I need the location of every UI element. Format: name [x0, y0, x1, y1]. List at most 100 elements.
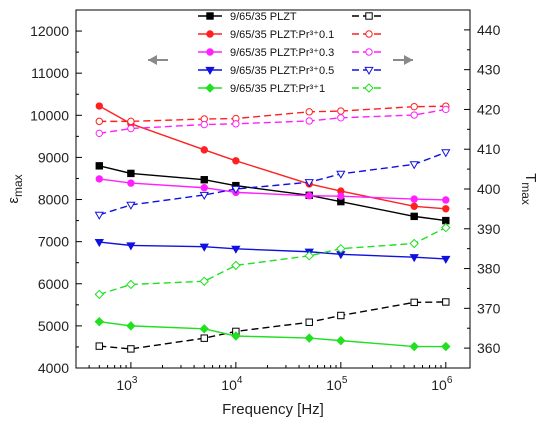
- data-point-tmax: [126, 201, 136, 210]
- data-point-eps: [336, 335, 346, 346]
- legend-marker-open: [365, 48, 373, 56]
- series-1: [95, 102, 450, 213]
- series-line-eps: [99, 165, 446, 222]
- legend-label: 9/65/35 PLZT:Pr³⁺0.3: [230, 47, 334, 59]
- x-tick-exponent: 4: [237, 375, 243, 386]
- data-point-eps: [442, 216, 450, 225]
- data-point-tmax: [337, 311, 345, 320]
- x-tick-base: 10: [116, 377, 132, 393]
- data-point-tmax: [410, 111, 418, 119]
- data-point-tmax: [336, 243, 346, 254]
- y-left-axis-title: εmax: [5, 174, 25, 203]
- legend-marker-open: [365, 30, 373, 38]
- data-point-eps: [199, 324, 209, 334]
- legend-marker-filled: [206, 48, 214, 56]
- arrow-head: [404, 55, 413, 65]
- data-point-tmax: [337, 114, 345, 122]
- data-point-eps: [127, 169, 135, 178]
- data-point-eps: [95, 102, 103, 110]
- series-layer: [94, 102, 451, 353]
- series-4: [94, 222, 451, 352]
- data-point-eps: [410, 212, 418, 221]
- data-point-tmax: [304, 251, 314, 261]
- y-right-tick-label: 370: [477, 300, 501, 316]
- data-point-eps: [126, 242, 136, 251]
- y-left-tick-label: 12000: [30, 23, 69, 39]
- y-left-tick-label: 7000: [38, 234, 69, 250]
- data-point-tmax: [127, 117, 135, 126]
- data-point-tmax: [304, 179, 314, 188]
- data-point-eps: [304, 333, 314, 343]
- y-right-title-main: T: [522, 173, 539, 182]
- x-tick-exponent: 6: [447, 375, 453, 386]
- y-left-tick-label: 8000: [38, 192, 69, 208]
- data-point-eps: [95, 162, 103, 170]
- x-tick-label: 105: [326, 375, 348, 393]
- legend-label: 9/65/35 PLZT:Pr³⁺0.5: [230, 65, 334, 77]
- data-point-tmax: [95, 129, 103, 138]
- y-left-tick-label: 10000: [30, 107, 69, 123]
- data-point-tmax: [200, 334, 208, 342]
- legend-marker-filled: [206, 12, 214, 20]
- legend-marker-filled: [206, 30, 214, 38]
- y-right-tick-label: 380: [477, 261, 501, 277]
- y-left-tick-label: 6000: [38, 276, 69, 292]
- data-point-tmax: [410, 102, 418, 111]
- legend: 9/65/35 PLZT 9/65/35 PLZT:Pr³⁺0.1 9/65/35 …: [198, 11, 382, 95]
- legend-entry: 9/65/35 PLZT:Pr³⁺0.5: [198, 65, 382, 77]
- legend-marker-open: [364, 66, 374, 76]
- data-point-eps: [231, 331, 241, 341]
- data-point-eps: [200, 146, 208, 154]
- data-point-tmax: [94, 211, 104, 220]
- legend-entry: 9/65/35 PLZT:Pr³⁺0.3: [198, 47, 382, 59]
- y-left-tick-label: 4000: [38, 360, 69, 376]
- data-point-tmax: [409, 238, 419, 249]
- data-point-tmax: [442, 298, 450, 306]
- data-point-tmax: [410, 298, 418, 307]
- data-point-eps: [127, 179, 135, 187]
- data-point-eps: [305, 192, 313, 200]
- legend-marker-open: [364, 83, 374, 93]
- series-line-eps: [99, 178, 446, 201]
- left-arrow-icon: [148, 55, 168, 65]
- data-point-eps: [337, 192, 345, 200]
- series-line-tmax: [99, 151, 447, 216]
- legend-entry: 9/65/35 PLZT:Pr³⁺0.1: [198, 29, 382, 41]
- direction-arrows: [148, 55, 413, 65]
- x-tick-exponent: 5: [342, 375, 348, 386]
- data-point-eps: [410, 202, 418, 210]
- y-right-tick-label: 420: [477, 101, 501, 117]
- data-point-eps: [200, 176, 208, 184]
- x-tick-base: 10: [326, 377, 342, 393]
- y-left-title-main: ε: [5, 197, 22, 204]
- plot-border: [75, 9, 471, 369]
- y-right-tick-label: 410: [477, 141, 501, 157]
- data-point-eps: [231, 245, 241, 254]
- legend-label: 9/65/35 PLZT:Pr³⁺0.1: [230, 29, 334, 41]
- data-point-tmax: [337, 107, 345, 115]
- data-point-tmax: [127, 124, 135, 133]
- data-point-tmax: [305, 318, 313, 326]
- x-tick-label: 106: [431, 375, 453, 393]
- series-line-eps: [99, 320, 446, 348]
- data-point-tmax: [95, 117, 103, 126]
- y-right-tick-label: 440: [477, 22, 501, 38]
- data-point-eps: [441, 341, 451, 352]
- plot-frame: [75, 9, 471, 369]
- x-axis-title: Frequency [Hz]: [222, 401, 324, 418]
- data-point-tmax: [305, 108, 313, 116]
- legend-label: 9/65/35 PLZT:Pr³⁺1: [230, 83, 325, 95]
- y-right-tick-label: 390: [477, 221, 501, 237]
- data-point-eps: [199, 243, 209, 252]
- series-3: [94, 149, 451, 264]
- data-point-eps: [95, 175, 103, 183]
- series-0: [95, 162, 450, 353]
- data-point-eps: [441, 255, 451, 264]
- y-left-tick-label: 9000: [38, 149, 69, 165]
- data-point-eps: [442, 196, 450, 204]
- data-point-tmax: [126, 279, 136, 290]
- data-point-tmax: [442, 105, 450, 114]
- data-point-tmax: [232, 120, 240, 128]
- series-line-eps: [99, 241, 446, 260]
